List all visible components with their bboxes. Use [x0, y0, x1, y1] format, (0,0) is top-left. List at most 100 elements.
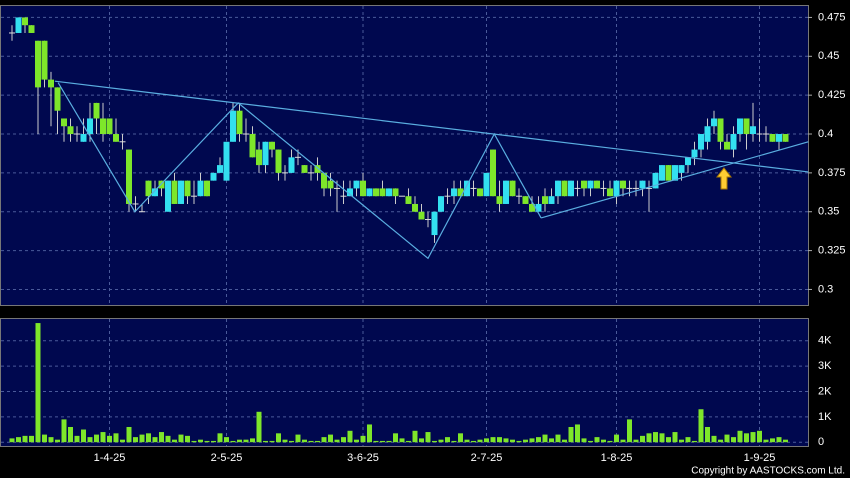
copyright: Copyright by AASTOCKS.com Ltd.: [691, 466, 845, 477]
candle-body: [119, 141, 126, 143]
candle-body: [15, 17, 22, 33]
candle-body: [704, 126, 711, 142]
plot-layer: 0.3 0.325 0.35 0.375 0.4 0.425 0.45 0.475 0 1K 2K 3…: [1, 6, 846, 464]
volume-bar: [490, 437, 496, 443]
volume-bar: [29, 435, 34, 443]
volume-bar: [698, 409, 704, 443]
candle-body: [691, 149, 698, 158]
candle-body: [236, 110, 243, 135]
volume-bar: [399, 438, 405, 443]
candle-body: [600, 187, 607, 189]
volume-bar: [575, 424, 580, 443]
candle-body: [464, 180, 470, 197]
volume-bar: [321, 437, 327, 443]
candle-body: [763, 133, 769, 135]
candle-body: [483, 172, 490, 197]
candle-body: [574, 187, 581, 189]
candle-body: [67, 126, 74, 135]
volume-bar: [536, 437, 541, 443]
volume-bar: [61, 419, 67, 443]
candle-body: [106, 118, 113, 135]
volume-bar: [568, 426, 574, 443]
volume-bar: [94, 434, 99, 443]
candle-body: [132, 203, 139, 205]
volume-bar: [562, 439, 567, 443]
volume-bar: [139, 434, 145, 443]
candle-body: [41, 40, 48, 80]
volume-bar: [9, 438, 15, 443]
candle-body: [171, 180, 178, 204]
y-tick-label: 1K: [818, 411, 832, 423]
candle-body: [652, 172, 659, 189]
volume-bar: [542, 434, 548, 443]
volume-bar: [126, 426, 132, 443]
x-tick-label: 3-6-25: [347, 452, 379, 464]
volume-bar: [757, 430, 762, 443]
candle-body: [457, 188, 464, 197]
candle-body: [152, 188, 158, 197]
trendline: [540, 141, 809, 219]
volume-bar: [393, 433, 398, 443]
candle-body: [470, 187, 477, 189]
volume-bar: [250, 438, 255, 443]
candle-body: [665, 165, 672, 181]
volume-bar: [191, 440, 197, 443]
volume-bar: [315, 440, 320, 443]
y-tick-label: 0.3: [818, 283, 833, 295]
candle-body: [249, 134, 256, 158]
candle-body: [438, 196, 444, 212]
candle-body: [191, 195, 197, 197]
candle-body: [360, 180, 366, 197]
candle-body: [379, 188, 386, 197]
candle-body: [594, 180, 600, 189]
volume-bar: [718, 439, 723, 443]
volume-bar: [100, 432, 106, 443]
candle-body: [93, 102, 100, 119]
candle-body: [321, 172, 327, 189]
volume-bar: [211, 440, 216, 443]
volume-bar: [224, 437, 229, 443]
candle-body: [74, 133, 80, 135]
candle-body: [139, 211, 145, 213]
volume-bar: [120, 439, 125, 443]
candle-body: [256, 149, 262, 166]
volume-bar: [471, 440, 476, 443]
volume-bar: [185, 435, 190, 443]
candle-body: [646, 187, 652, 189]
volume-bar: [653, 432, 658, 443]
candle-body: [509, 180, 516, 197]
volume-bar: [198, 439, 203, 443]
volume-bar: [685, 437, 691, 443]
candle-body: [28, 25, 35, 33]
candle-body: [366, 188, 373, 197]
volume-bar: [302, 439, 307, 443]
volume-bar: [341, 437, 346, 443]
candle-body: [555, 180, 561, 197]
volume-bar: [432, 440, 437, 443]
candle-body: [295, 156, 301, 158]
volume-bar: [484, 438, 489, 443]
volume-bar: [672, 432, 678, 443]
candle-body: [61, 118, 67, 127]
y-tick-label: 0.35: [818, 206, 839, 218]
volume-bar: [731, 437, 736, 443]
candle-body: [184, 180, 191, 197]
candle-body: [756, 133, 763, 135]
volume-bar: [497, 437, 502, 443]
volume-bar: [159, 432, 164, 443]
candle-body: [178, 180, 184, 204]
volume-bar: [549, 438, 554, 443]
signal-arrow: [715, 167, 733, 190]
candle-body: [639, 180, 646, 189]
volume-bar: [55, 439, 60, 443]
candle-body: [535, 203, 542, 212]
volume-bar: [386, 440, 392, 443]
volume-bar: [217, 433, 223, 443]
volume-bar: [594, 437, 600, 443]
candle-body: [243, 133, 249, 135]
candle-body: [230, 110, 236, 142]
volume-bar: [237, 439, 242, 443]
candle-body: [737, 118, 743, 135]
candle-body: [477, 188, 483, 197]
candle-body: [197, 180, 204, 197]
